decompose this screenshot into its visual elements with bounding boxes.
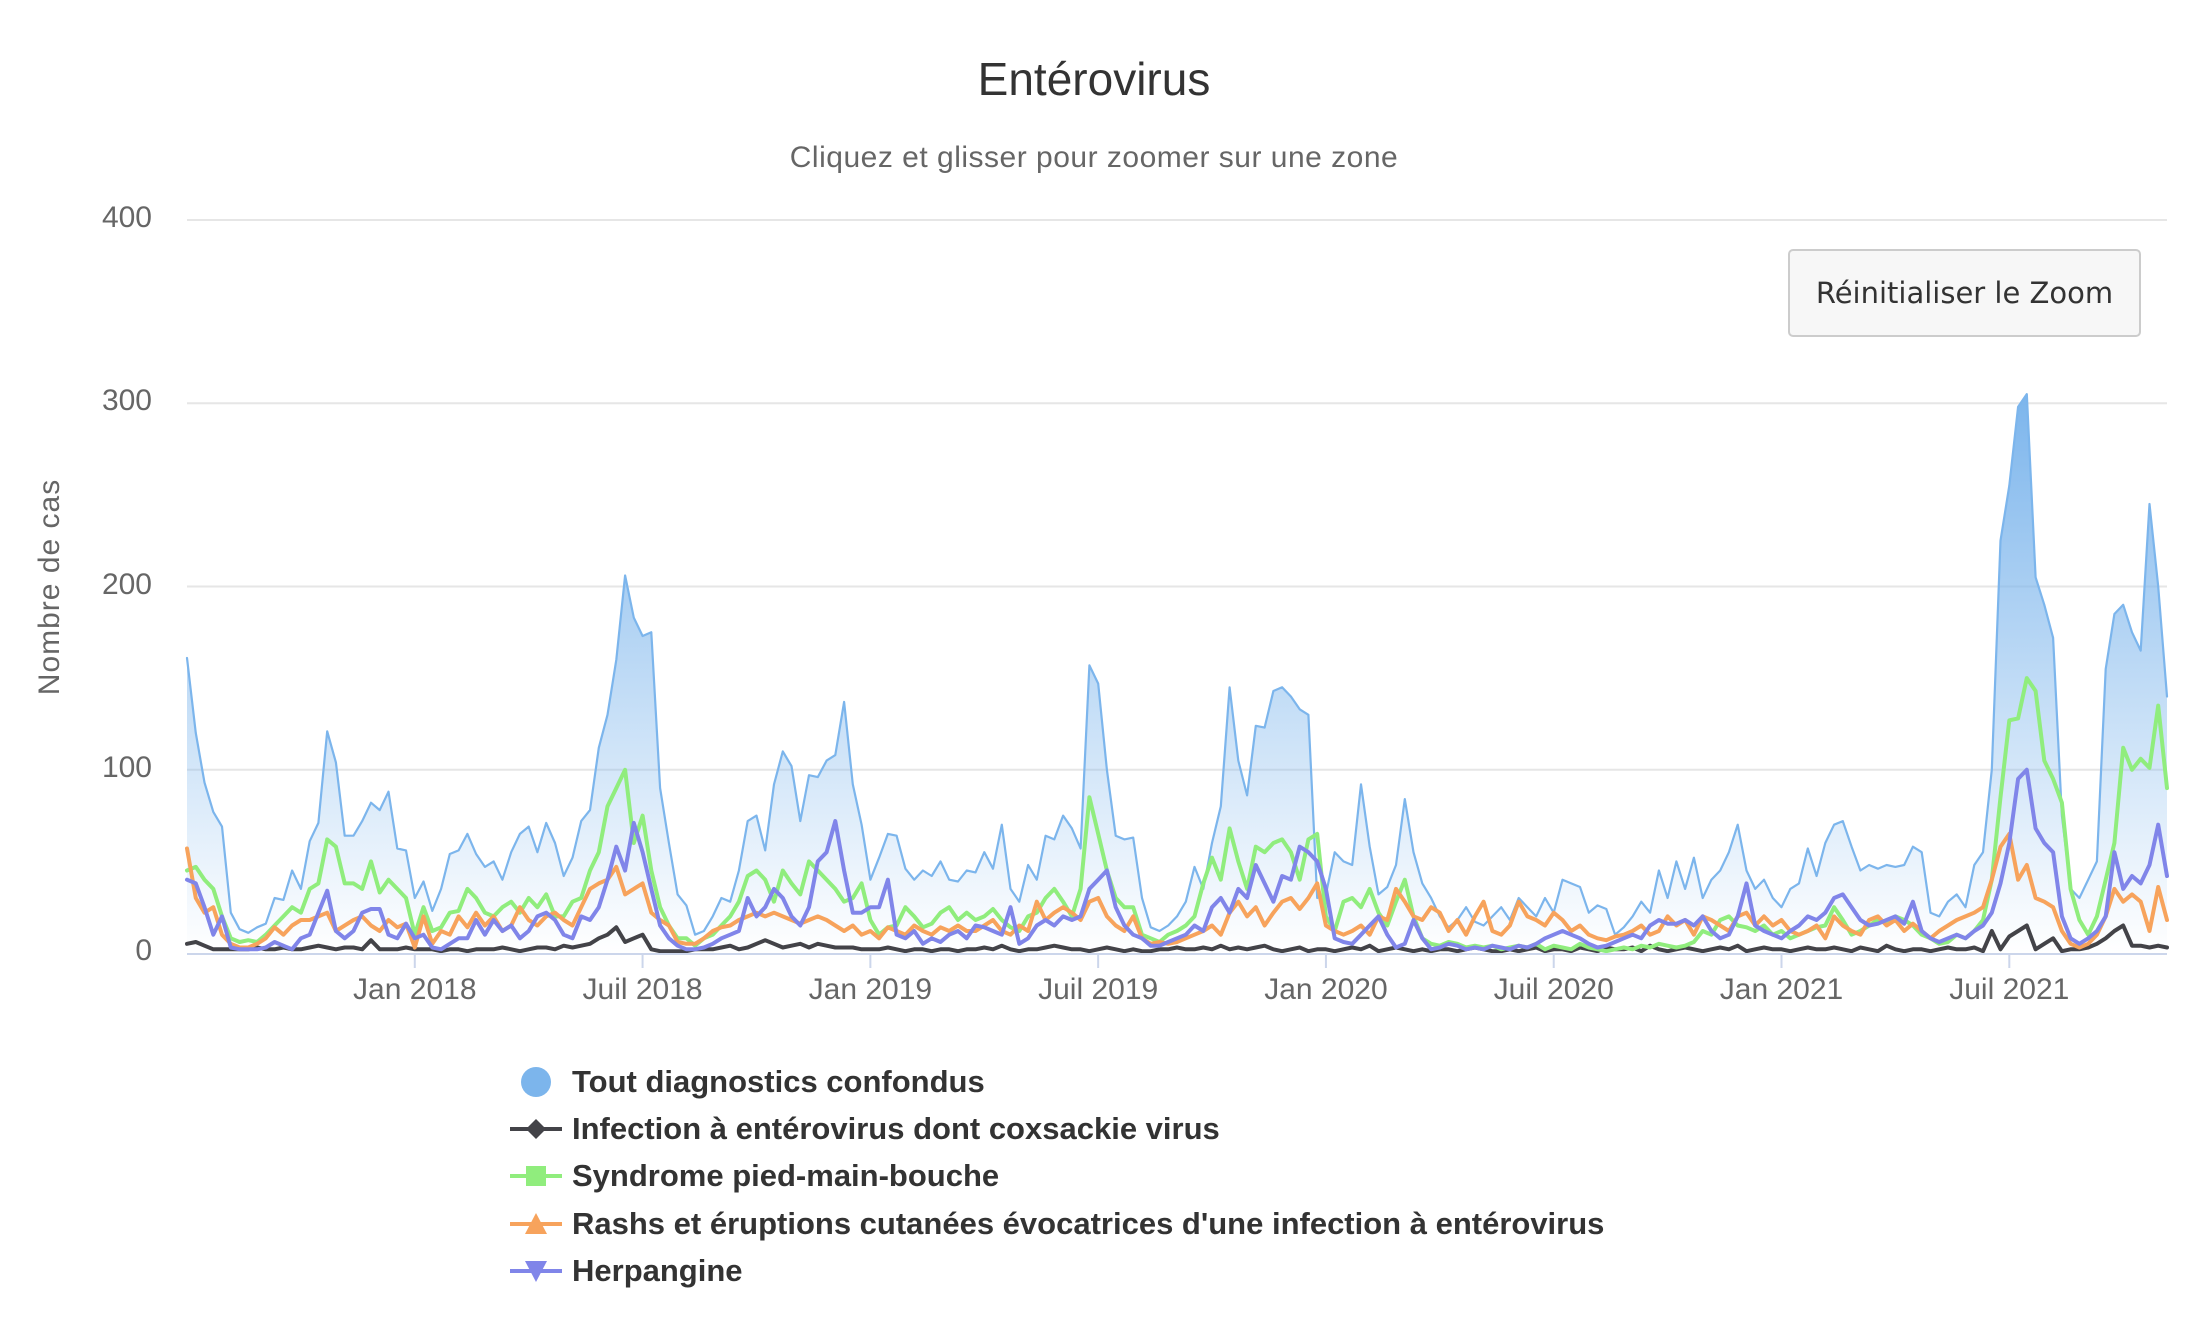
circle-marker-icon [510, 1062, 570, 1102]
series-line-rash[interactable] [185, 831, 2169, 950]
reset-zoom-button[interactable]: Réinitialiser le Zoom [1788, 249, 2141, 337]
y-tick-label: 300 [101, 384, 152, 418]
y-tick-label: 400 [101, 201, 152, 234]
chart-title: Entérovirus [977, 53, 1211, 105]
x-tick-label: Jan 2020 [1264, 973, 1388, 1006]
series-layer [185, 393, 2169, 954]
series-line-infection[interactable] [185, 923, 2169, 954]
x-tick-label: Juil 2018 [582, 973, 703, 1006]
x-tick-label: Juil 2019 [1038, 973, 1159, 1006]
gridlines [187, 219, 2167, 771]
y-tick-label: 0 [135, 934, 152, 967]
triangle-marker-icon [510, 1204, 570, 1244]
legend-label: Rashs et éruptions cutanées évocatrices … [572, 1205, 1605, 1241]
legend-label: Infection à entérovirus dont coxsackie v… [572, 1110, 1220, 1146]
square-marker-icon [510, 1156, 570, 1196]
y-tick-label: 100 [101, 750, 152, 784]
legend-item-herpangine[interactable]: Herpangine [510, 1247, 1604, 1294]
series-line-total[interactable] [185, 393, 2169, 936]
legend-label: Herpangine [572, 1252, 743, 1288]
legend-item-infection[interactable]: Infection à entérovirus dont coxsackie v… [510, 1105, 1604, 1152]
legend-item-total[interactable]: Tout diagnostics confondus [510, 1058, 1604, 1105]
y-tick-label: 200 [101, 567, 152, 601]
x-tick-label: Jan 2021 [1719, 973, 1844, 1006]
legend: Tout diagnostics confondus Infection à e… [510, 1058, 1604, 1294]
x-tick-label: Jan 2019 [808, 973, 933, 1006]
legend-label: Syndrome pied-main-bouche [572, 1158, 1000, 1194]
x-tick-label: Jan 2018 [353, 973, 477, 1006]
legend-item-hfmd[interactable]: Syndrome pied-main-bouche [510, 1153, 1604, 1200]
chart-subtitle: Cliquez et glisser pour zoomer sur une z… [789, 141, 1399, 174]
x-axis [187, 953, 2167, 968]
triangle-down-marker-icon [510, 1251, 570, 1291]
diamond-marker-icon [510, 1109, 570, 1149]
area-fill-total [187, 394, 2167, 954]
x-tick-label: Juil 2021 [1949, 973, 2070, 1006]
legend-label: Tout diagnostics confondus [572, 1063, 985, 1099]
x-tick-label: Juil 2020 [1493, 973, 1614, 1006]
series-line-herpangine[interactable] [185, 767, 2169, 952]
legend-item-rash[interactable]: Rashs et éruptions cutanées évocatrices … [510, 1200, 1604, 1247]
